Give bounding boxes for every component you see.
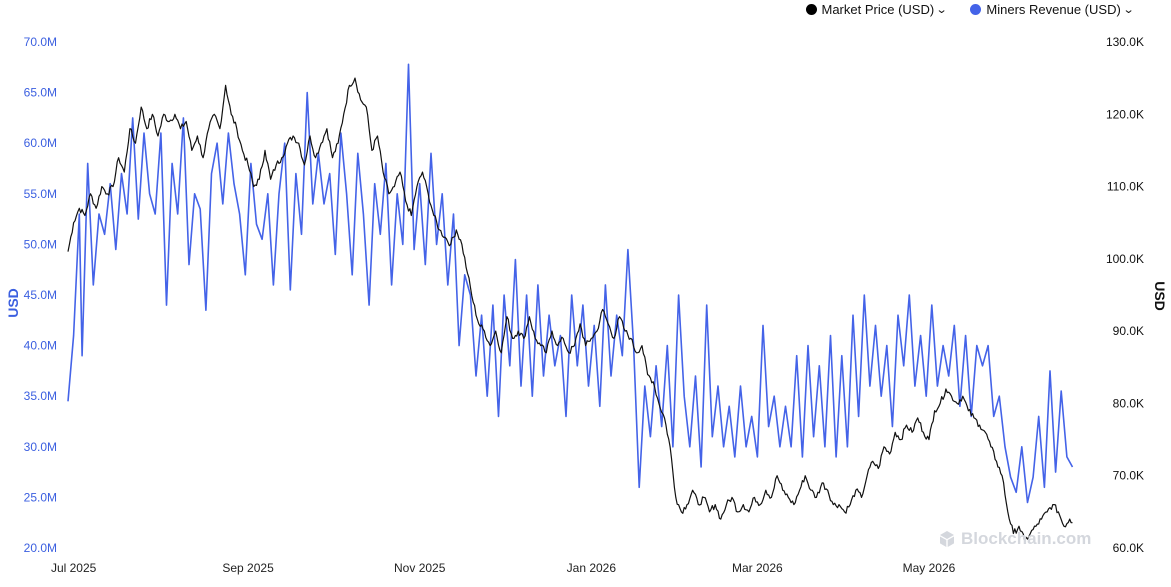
series-line-market-price — [67, 77, 1073, 542]
legend-item-market-price[interactable]: Market Price (USD) ⌄ — [805, 2, 948, 17]
watermark: Blockchain.com — [938, 529, 1091, 549]
left-axis-title: USD — [4, 288, 21, 318]
right-tick-label: 110.0K — [1107, 180, 1144, 194]
left-tick-label: 60.0M — [24, 136, 57, 150]
legend-swatch-market-price — [805, 4, 817, 15]
right-tick-label: 90.0K — [1113, 324, 1144, 338]
right-axis-ticks: 60.0K 70.0K 80.0K 90.0K 100.0K 110.0K 120.0K 13… — [1106, 35, 1144, 555]
x-tick-label: May 2026 — [903, 561, 956, 575]
left-tick-label: 70.0M — [24, 35, 57, 49]
x-tick-label: Mar 2026 — [732, 561, 783, 575]
right-axis-title: USD — [1152, 281, 1169, 311]
right-tick-label: 120.0K — [1106, 107, 1144, 121]
watermark-text: Blockchain.com — [961, 529, 1092, 548]
left-tick-label: 45.0M — [24, 288, 57, 302]
x-axis-ticks: Jul 2025 Sep 2025 Nov 2025 Jan 2026 Mar 2026… — [51, 561, 956, 575]
right-tick-label: 60.0K — [1113, 541, 1144, 555]
left-tick-label: 65.0M — [24, 86, 57, 100]
left-tick-label: 30.0M — [24, 440, 57, 454]
legend-swatch-miners-revenue — [970, 4, 982, 15]
series-line-miners-revenue — [67, 63, 1074, 504]
x-tick-label: Nov 2025 — [394, 561, 446, 575]
right-tick-label: 80.0K — [1113, 396, 1144, 410]
left-tick-label: 25.0M — [24, 490, 57, 504]
right-tick-label: 100.0K — [1106, 252, 1144, 266]
right-tick-label: 130.0K — [1106, 35, 1144, 49]
legend-label-market-price: Market Price (USD) — [821, 2, 935, 17]
chevron-down-icon[interactable]: ⌄ — [935, 4, 948, 16]
legend-item-miners-revenue[interactable]: Miners Revenue (USD) ⌄ — [970, 2, 1135, 17]
x-tick-label: Jan 2026 — [567, 561, 617, 575]
legend-label-miners-revenue: Miners Revenue (USD) — [986, 2, 1121, 17]
left-tick-label: 35.0M — [24, 389, 57, 403]
right-tick-label: 70.0K — [1113, 469, 1144, 483]
left-tick-label: 55.0M — [24, 187, 57, 201]
chevron-down-icon[interactable]: ⌄ — [1122, 4, 1135, 16]
left-axis-ticks: 20.0M 25.0M 30.0M 35.0M 40.0M 45.0M 50.0M 55.0M… — [24, 35, 57, 555]
left-tick-label: 20.0M — [24, 541, 57, 555]
x-tick-label: Jul 2025 — [51, 561, 97, 575]
blockchain-logo-icon — [940, 531, 954, 547]
x-tick-label: Sep 2025 — [222, 561, 274, 575]
series-layer — [67, 63, 1074, 542]
left-tick-label: 50.0M — [24, 237, 57, 251]
left-tick-label: 40.0M — [24, 339, 57, 353]
legend: Market Price (USD) ⌄ Miners Revenue (USD… — [805, 2, 1135, 17]
